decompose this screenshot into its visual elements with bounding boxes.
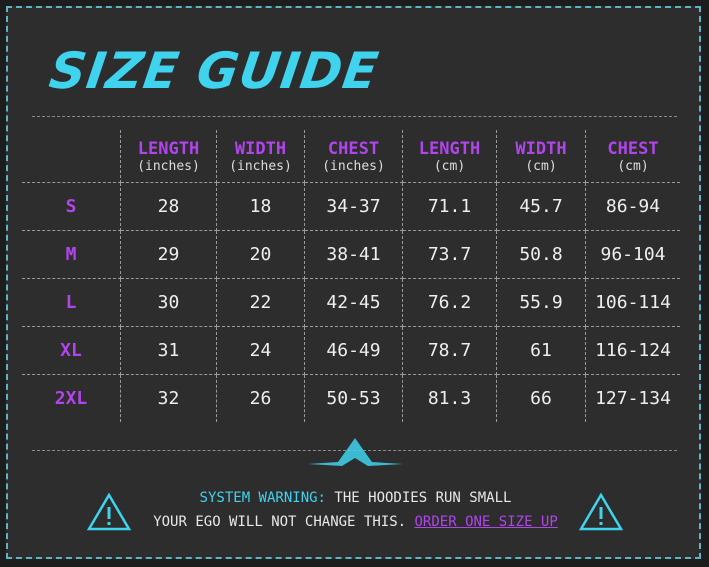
column-unit: (cm) <box>617 158 649 174</box>
measurement: 26 <box>216 374 305 422</box>
title: SIZE GUIDE <box>45 42 383 100</box>
column-header: CHEST (inches) <box>304 130 403 183</box>
measurement: 34-37 <box>304 182 403 231</box>
column-header: WIDTH (cm) <box>496 130 586 183</box>
measurement: 106-114 <box>585 278 680 327</box>
measurement: 38-41 <box>304 230 403 279</box>
warning-line: YOUR EGO WILL NOT CHANGE THIS. ORDER ONE… <box>8 510 699 534</box>
column-label: LENGTH <box>137 138 200 159</box>
corner-cell <box>22 130 121 183</box>
measurement: 30 <box>120 278 217 327</box>
column-unit: (inches) <box>322 158 385 174</box>
size-guide-card: SIZE GUIDE LENGTH (inches) WIDTH (inches) CH… <box>6 6 701 559</box>
measurement: 73.7 <box>402 230 497 279</box>
measurement: 18 <box>216 182 305 231</box>
measurement: 20 <box>216 230 305 279</box>
size-label: S <box>22 182 121 231</box>
size-row: S 28 18 34-37 71.1 45.7 86-94 <box>22 182 680 231</box>
column-label: WIDTH <box>234 138 287 159</box>
size-label: XL <box>22 326 121 375</box>
measurement: 81.3 <box>402 374 497 422</box>
warning-line: SYSTEM WARNING: THE HOODIES RUN SMALL <box>8 486 699 510</box>
measurement: 28 <box>120 182 217 231</box>
column-label: CHEST <box>327 138 380 159</box>
column-header: CHEST (cm) <box>585 130 680 183</box>
column-unit: (cm) <box>525 158 557 174</box>
size-row: XL 31 24 46-49 78.7 61 116-124 <box>22 326 680 375</box>
measurement: 127-134 <box>585 374 680 422</box>
measurement: 46-49 <box>304 326 403 375</box>
divider <box>32 116 677 117</box>
column-label: CHEST <box>607 138 659 159</box>
size-label: L <box>22 278 121 327</box>
measurement: 66 <box>496 374 586 422</box>
measurement: 61 <box>496 326 586 375</box>
size-table: LENGTH (inches) WIDTH (inches) CHEST (inches)… <box>22 130 680 422</box>
warning-cta[interactable]: ORDER ONE SIZE UP <box>414 514 558 530</box>
column-header: LENGTH (cm) <box>402 130 497 183</box>
column-header: LENGTH (inches) <box>120 130 217 183</box>
warning-icon <box>578 492 624 531</box>
measurement: 71.1 <box>402 182 497 231</box>
column-header: WIDTH (inches) <box>216 130 305 183</box>
size-label: 2XL <box>22 374 121 422</box>
measurement: 22 <box>216 278 305 327</box>
measurement: 96-104 <box>585 230 680 279</box>
measurement: 50.8 <box>496 230 586 279</box>
measurement: 45.7 <box>496 182 586 231</box>
measurement: 42-45 <box>304 278 403 327</box>
column-label: WIDTH <box>515 138 567 159</box>
measurement: 55.9 <box>496 278 586 327</box>
warning-text: YOUR EGO WILL NOT CHANGE THIS. <box>153 514 407 530</box>
column-unit: (inches) <box>229 158 292 174</box>
warning-label: SYSTEM WARNING: <box>199 490 326 506</box>
column-label: LENGTH <box>418 138 481 159</box>
warning: SYSTEM WARNING: THE HOODIES RUN SMALL YO… <box>8 486 699 534</box>
warning-icon <box>86 492 132 531</box>
size-row: M 29 20 38-41 73.7 50.8 96-104 <box>22 230 680 279</box>
glitch-ornament <box>308 438 403 466</box>
size-row: L 30 22 42-45 76.2 55.9 106-114 <box>22 278 680 327</box>
column-unit: (cm) <box>433 158 466 174</box>
size-label: M <box>22 230 121 279</box>
warning-text: THE HOODIES RUN SMALL <box>334 490 512 506</box>
measurement: 32 <box>120 374 217 422</box>
measurement: 24 <box>216 326 305 375</box>
header-row: LENGTH (inches) WIDTH (inches) CHEST (inches)… <box>22 130 680 183</box>
measurement: 31 <box>120 326 217 375</box>
measurement: 78.7 <box>402 326 497 375</box>
measurement: 116-124 <box>585 326 680 375</box>
measurement: 76.2 <box>402 278 497 327</box>
column-unit: (inches) <box>137 158 200 174</box>
measurement: 50-53 <box>304 374 403 422</box>
size-row: 2XL 32 26 50-53 81.3 66 127-134 <box>22 374 680 422</box>
measurement: 29 <box>120 230 217 279</box>
measurement: 86-94 <box>585 182 680 231</box>
